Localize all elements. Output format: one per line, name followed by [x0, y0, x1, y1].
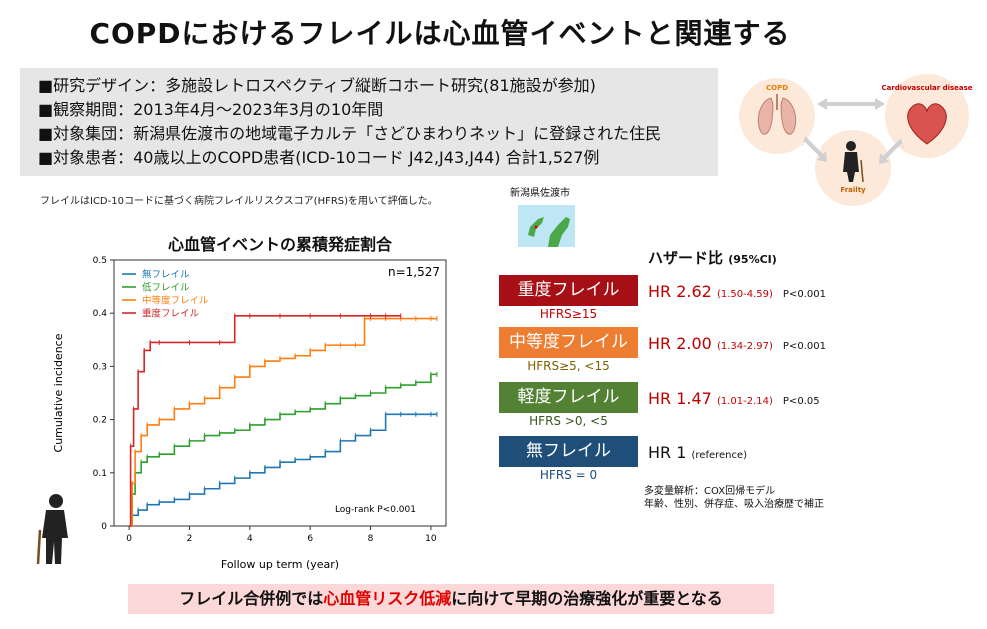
arrow-copd-frailty: [802, 136, 827, 162]
legend-label: 低フレイル: [142, 282, 190, 294]
hfrs-range: HFRS≥5, <15: [527, 359, 610, 373]
series-line-2: [129, 317, 437, 527]
hazard-ratio: HR 2.00 (1.34-2.97) P<0.001: [648, 334, 826, 353]
x-tick-label: 4: [247, 534, 253, 544]
n-annotation: n=1,527: [388, 265, 440, 279]
y-tick-label: 0.4: [93, 309, 108, 319]
hazard-ratio-ci: (1.34-2.97): [716, 341, 773, 352]
hazard-ratio-value: HR 2.00: [648, 334, 712, 353]
hazard-ratio: HR 2.62 (1.50-4.59) P<0.001: [648, 282, 826, 301]
map-label: 新潟県佐渡市: [510, 188, 570, 199]
hazard-ratio: HR 1.47 (1.01-2.14) P<0.05: [648, 389, 820, 408]
copd-circle: [739, 78, 815, 154]
arrow-copd-cvd: [817, 98, 885, 110]
cox-line-2: 年齢、性別、併存症、吸入治療歴で補正: [644, 499, 824, 510]
p-value: P<0.05: [782, 396, 820, 407]
conclusion-bar: フレイル合併例では心血管リスク低減に向けて早期の治療強化が重要となる: [128, 584, 774, 614]
location-marker-icon: [534, 225, 538, 229]
hazard-ratio-ci: (reference): [691, 450, 748, 461]
logrank-annotation: Log-rank P<0.001: [335, 505, 416, 515]
y-axis-label: Cumulative incidence: [52, 333, 65, 452]
hazard-ratio: HR 1 (reference): [648, 443, 747, 462]
mainland-shape: [548, 217, 570, 247]
frailty-category-box: 無フレイル: [499, 436, 638, 467]
cox-line-1: 多変量解析：COX回帰モデル: [644, 486, 776, 497]
study-info-box: ■研究デザイン：多施設レトロスペクティブ縦断コホート研究(81施設が参加) ■観…: [20, 68, 718, 176]
cox-note: 多変量解析：COX回帰モデル 年齢、性別、併存症、吸入治療歴で補正: [644, 485, 824, 511]
page-title: COPDにおけるフレイルは心血管イベントと関連する: [89, 17, 791, 50]
hfrs-range: HFRS >0, <5: [529, 414, 608, 428]
y-tick-label: 0.1: [93, 469, 107, 479]
heart-icon: [907, 103, 947, 145]
legend-label: 中等度フレイル: [142, 295, 209, 307]
hazard-title: ハザード比 (95%CI): [648, 247, 777, 268]
copd-label: COPD: [766, 84, 788, 92]
elderly-person-icon: [843, 141, 864, 183]
x-tick-label: 0: [126, 534, 132, 544]
x-axis-label: Follow up term (year): [221, 558, 339, 571]
legend-label: 無フレイル: [142, 269, 190, 281]
x-tick-label: 6: [307, 534, 313, 544]
y-tick-label: 0.2: [93, 416, 107, 426]
legend-label: 重度フレイル: [142, 308, 200, 320]
cvd-label: Cardiovascular disease: [881, 84, 972, 92]
conclusion-post: に向けて早期の治療強化が重要となる: [451, 589, 723, 608]
elderly-figure-icon: [36, 494, 68, 565]
frailty-category-box: 中等度フレイル: [499, 327, 638, 358]
arrow-cvd-frailty: [879, 138, 904, 164]
frailty-category-box: 重度フレイル: [499, 275, 638, 306]
series-line-0: [129, 413, 437, 527]
hfrs-range: HFRS≥15: [539, 307, 598, 321]
km-chart: 0 0.1 0.2 0.3 0.4 0.5 0 2 4 6 8 10 Follow up term (y…: [52, 256, 447, 571]
y-tick-label: 0.5: [93, 256, 107, 266]
lungs-icon: [757, 94, 797, 135]
study-design: ■研究デザイン：多施設レトロスペクティブ縦断コホート研究(81施設が参加): [38, 76, 596, 95]
hfrs-range: HFRS = 0: [539, 468, 598, 482]
x-tick-label: 2: [187, 534, 193, 544]
frailty-category-box: 軽度フレイル: [499, 382, 638, 413]
relation-diagram: COPD Cardiovascular disease Frailty: [739, 74, 973, 206]
hfrs-note: フレイルはICD-10コードに基づく病院フレイルリスクスコア(HFRS)を用いて…: [40, 196, 438, 207]
x-tick-label: 8: [368, 534, 374, 544]
hazard-ratio-value: HR 2.62: [648, 282, 712, 301]
y-tick-label: 0.3: [93, 362, 107, 372]
plot-frame: [113, 259, 447, 527]
frailty-label: Frailty: [840, 186, 866, 194]
target-patients: ■対象患者：40歳以上のCOPD患者(ICD-10コード J42,J43,J44…: [38, 148, 600, 167]
p-value: P<0.001: [782, 289, 826, 300]
conclusion-highlight: 心血管リスク低減: [323, 589, 452, 608]
conclusion-pre: フレイル合併例では: [179, 589, 324, 608]
hazard-ratio-ci: (1.50-4.59): [716, 289, 773, 300]
hazard-ratio-value: HR 1: [648, 443, 687, 462]
hazard-ratio-value: HR 1.47: [648, 389, 712, 408]
sado-map: [518, 205, 575, 247]
hazard-ratio-ci: (1.01-2.14): [716, 396, 773, 407]
x-tick-label: 10: [425, 534, 437, 544]
observation-period: ■観察期間：2013年4月～2023年3月の10年間: [38, 100, 384, 119]
target-population: ■対象集団：新潟県佐渡市の地域電子カルテ「さどひまわりネット」に登録された住民: [38, 124, 662, 143]
chart-title: 心血管イベントの累積発症割合: [167, 235, 392, 254]
y-tick-label: 0: [101, 522, 107, 532]
hazard-title-ci: (95%CI): [728, 253, 777, 266]
p-value: P<0.001: [782, 341, 826, 352]
hazard-title-text: ハザード比: [648, 249, 724, 267]
